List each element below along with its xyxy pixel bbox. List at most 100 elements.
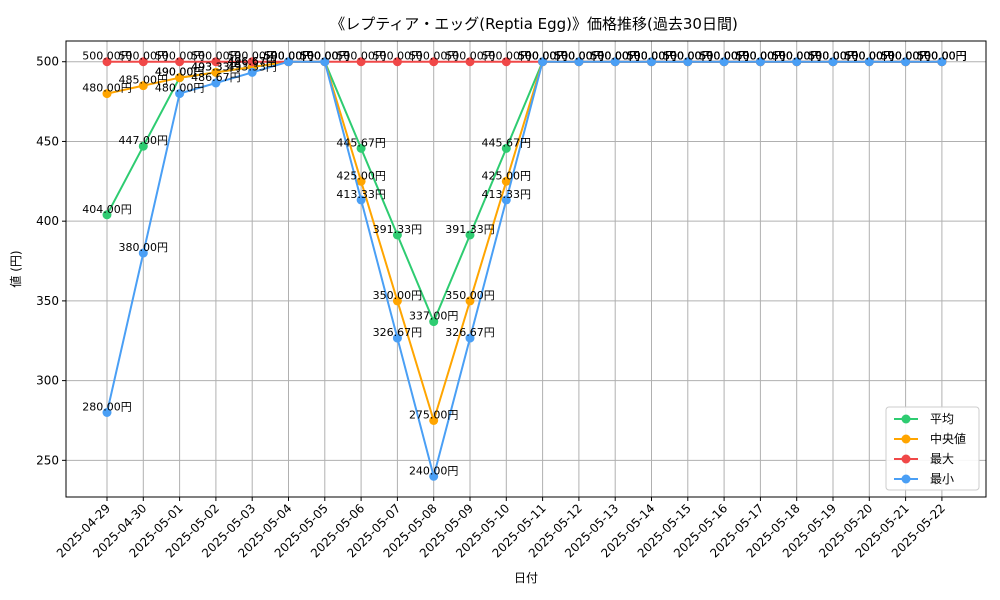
data-label: 500.00円	[699, 50, 749, 63]
data-label: 500.00円	[554, 50, 604, 63]
data-point	[356, 143, 366, 153]
data-point	[138, 141, 148, 151]
data-label: 500.00円	[699, 50, 749, 63]
legend-label: 最小	[930, 472, 954, 486]
data-point	[465, 296, 475, 306]
data-label: 500.00円	[445, 50, 495, 63]
data-point	[501, 143, 511, 153]
data-label: 500.00円	[627, 50, 677, 63]
data-label: 500.00円	[590, 50, 640, 63]
data-label: 391.33円	[445, 223, 495, 236]
data-label: 500.00円	[627, 50, 677, 63]
data-label: 500.00円	[554, 50, 604, 63]
data-point	[792, 57, 802, 67]
data-point	[392, 296, 402, 306]
data-point	[102, 89, 112, 99]
data-point	[901, 57, 911, 67]
data-label: 500.00円	[590, 50, 640, 63]
data-label: 500.00円	[772, 50, 822, 63]
data-label: 485.00円	[119, 74, 169, 87]
data-label: 500.00円	[736, 50, 786, 63]
series-layer	[102, 57, 947, 481]
x-axis-label: 日付	[514, 571, 538, 585]
data-point	[138, 57, 148, 67]
legend-label: 平均	[930, 412, 954, 426]
series-line	[106, 60, 942, 478]
data-point	[501, 57, 511, 67]
data-label: 447.00円	[119, 134, 169, 147]
data-label: 500.00円	[554, 50, 604, 63]
data-point	[501, 176, 511, 186]
data-point	[574, 57, 584, 67]
data-label: 500.00円	[881, 50, 931, 63]
data-label: 391.33円	[373, 223, 423, 236]
data-label: 486.67円	[191, 71, 241, 84]
data-label: 500.00円	[917, 50, 967, 63]
data-point	[392, 57, 402, 67]
data-label: 500.00円	[845, 50, 895, 63]
data-point	[392, 230, 402, 240]
data-point	[683, 57, 693, 67]
data-label: 500.00円	[772, 50, 822, 63]
data-label: 326.67円	[445, 326, 495, 339]
data-point	[175, 73, 185, 83]
y-tick-label: 300	[36, 374, 59, 388]
data-point	[102, 407, 112, 417]
y-tick-label: 450	[36, 134, 59, 148]
data-label: 500.00円	[518, 50, 568, 63]
data-label: 500.00円	[663, 50, 713, 63]
data-label: 500.00円	[663, 50, 713, 63]
data-label: 280.00円	[82, 400, 132, 413]
data-label: 425.00円	[482, 169, 532, 182]
y-tick-label: 400	[36, 214, 59, 228]
data-point	[501, 195, 511, 205]
data-label: 500.00円	[845, 50, 895, 63]
data-label: 490.00円	[155, 66, 205, 79]
data-point	[320, 57, 330, 67]
data-point	[429, 471, 439, 481]
data-point	[429, 415, 439, 425]
data-point	[138, 81, 148, 91]
y-axis-ticks: 250 300 350 400 450 500	[36, 55, 66, 467]
data-label: 413.33円	[482, 188, 532, 201]
data-label: 500.00円	[264, 50, 314, 63]
data-label: 493.33円	[191, 60, 241, 73]
data-label: 350.00円	[373, 289, 423, 302]
data-label: 500.00円	[736, 50, 786, 63]
data-label: 500.00円	[917, 50, 967, 63]
data-point	[429, 57, 439, 67]
data-label: 500.00円	[881, 50, 931, 63]
data-point	[647, 57, 656, 67]
data-point	[392, 333, 402, 343]
data-label: 500.00円	[227, 50, 277, 63]
data-label: 500.00円	[736, 50, 786, 63]
data-label: 500.00円	[300, 50, 350, 63]
legend-label: 最大	[930, 452, 954, 466]
data-label: 326.67円	[373, 326, 423, 339]
data-point	[138, 248, 148, 258]
data-label: 500.00円	[264, 50, 314, 63]
grid	[66, 41, 986, 497]
data-label: 500.00円	[590, 50, 640, 63]
data-label: 500.00円	[627, 50, 677, 63]
data-point	[937, 57, 947, 67]
data-point	[719, 57, 729, 67]
data-point	[247, 57, 257, 67]
data-label: 500.00円	[409, 50, 459, 63]
data-label: 500.00円	[881, 50, 931, 63]
data-point	[356, 195, 366, 205]
data-label: 350.00円	[445, 289, 495, 302]
data-label: 500.00円	[917, 50, 967, 63]
data-point	[610, 57, 620, 67]
data-point	[465, 333, 475, 343]
data-label: 500.00円	[663, 50, 713, 63]
y-axis-label: 値 (円)	[8, 250, 23, 287]
data-point	[356, 57, 366, 67]
data-label: 445.67円	[482, 136, 532, 149]
data-label: 500.00円	[300, 50, 350, 63]
data-point	[211, 67, 221, 77]
data-label: 500.00円	[300, 50, 350, 63]
data-label: 425.00円	[336, 169, 386, 182]
data-label: 445.67円	[336, 136, 386, 149]
